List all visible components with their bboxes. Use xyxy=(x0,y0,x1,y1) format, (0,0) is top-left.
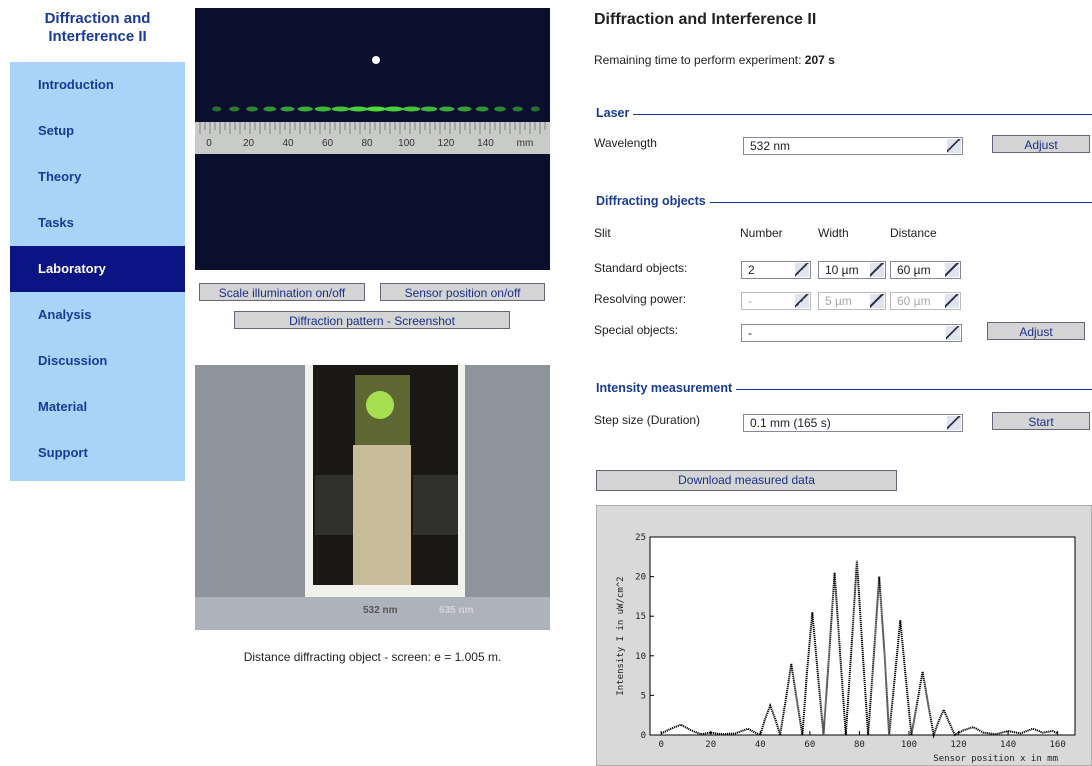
fringe xyxy=(402,106,421,112)
ruler-label: 120 xyxy=(438,138,455,149)
section-legend: Diffracting objects xyxy=(596,194,710,208)
select: 5 µm xyxy=(818,292,886,310)
y-tick-label: 20 xyxy=(635,573,646,583)
fringe xyxy=(280,106,295,112)
remaining-label: Remaining time to perform experiment: xyxy=(594,53,802,67)
x-tick-label: 40 xyxy=(755,740,766,750)
remaining: Remaining time to perform experiment: 20… xyxy=(594,53,835,67)
nav: Introduction Setup Theory Tasks Laboratory An… xyxy=(10,62,185,481)
button[interactable]: Diffraction pattern - Screenshot xyxy=(234,311,510,329)
y-axis-label: Intensity I in uW/cm^2 xyxy=(616,576,626,695)
panel-title: Diffraction and Interference II xyxy=(594,11,817,28)
field-label: Width xyxy=(818,226,849,240)
section-rule xyxy=(600,202,1092,203)
button[interactable]: Adjust xyxy=(992,135,1090,153)
nav-item[interactable]: Discussion xyxy=(38,353,108,368)
fringe xyxy=(314,106,332,112)
select[interactable]: 2 xyxy=(741,261,811,279)
camera-image: 532 nm 635 nm xyxy=(195,365,550,630)
section-rule xyxy=(600,114,1092,115)
caption: Distance diffracting object - screen: e … xyxy=(243,650,502,664)
x-tick-label: 100 xyxy=(901,740,917,750)
fringe xyxy=(494,106,506,112)
button[interactable]: Scale illumination on/off xyxy=(199,283,365,301)
select[interactable]: 0.1 mm (165 s) xyxy=(743,414,963,432)
y-tick-label: 25 xyxy=(635,533,646,543)
nav-item[interactable]: Tasks xyxy=(38,215,74,230)
nav-item[interactable]: Theory xyxy=(38,169,82,184)
y-tick-label: 10 xyxy=(635,652,646,662)
ruler-label: 0 xyxy=(206,138,212,149)
x-tick-label: 0 xyxy=(658,740,663,750)
ruler-label: 100 xyxy=(398,138,415,149)
y-tick-label: 0 xyxy=(641,731,646,741)
fringe xyxy=(263,106,277,112)
field-label: Standard objects: xyxy=(594,261,688,275)
fringe xyxy=(439,106,455,112)
ruler-label: 60 xyxy=(322,138,334,149)
y-tick-label: 5 xyxy=(641,691,646,701)
nav-item[interactable]: Introduction xyxy=(38,77,114,92)
filter-label: 635 nm xyxy=(439,605,474,616)
fringe xyxy=(420,106,438,112)
fringe xyxy=(530,106,540,112)
remaining-value: 207 s xyxy=(804,53,835,67)
nav-item[interactable]: Setup xyxy=(38,123,75,138)
fringe xyxy=(246,106,258,112)
ruler-label: 20 xyxy=(243,138,255,149)
pattern-image: 0 20 40 60 80 100 120 140 mm xyxy=(195,8,550,270)
select: 60 µm xyxy=(890,292,961,310)
button[interactable]: Start xyxy=(992,412,1090,430)
x-tick-label: 120 xyxy=(950,740,966,750)
section-rule xyxy=(600,389,1092,390)
nav-item[interactable]: Support xyxy=(38,445,88,460)
y-tick-label: 15 xyxy=(635,612,646,622)
download-button[interactable]: Download measured data xyxy=(596,470,897,491)
x-axis-label: Sensor position x in mm xyxy=(933,754,1058,764)
button[interactable]: Sensor position on/off xyxy=(380,283,545,301)
select[interactable]: 60 µm xyxy=(890,261,961,279)
fringe xyxy=(348,106,368,112)
filter-label: 532 nm xyxy=(363,605,398,616)
field-label: Resolving power: xyxy=(594,292,687,306)
nav-item[interactable]: Laboratory xyxy=(10,246,185,292)
x-tick-label: 20 xyxy=(705,740,716,750)
button[interactable]: Adjust xyxy=(987,322,1085,340)
field-label: Wavelength xyxy=(594,136,657,150)
field-label: Distance xyxy=(890,226,937,240)
select[interactable]: 10 µm xyxy=(818,261,886,279)
ruler-label: 40 xyxy=(282,138,294,149)
intensity-curve xyxy=(660,560,1059,739)
ruler-label: 80 xyxy=(361,138,373,149)
nav-item[interactable]: Analysis xyxy=(38,307,92,322)
x-tick-label: 140 xyxy=(1000,740,1016,750)
fringe xyxy=(366,106,386,112)
ruler-label: 140 xyxy=(477,138,494,149)
select: - xyxy=(741,292,811,310)
field-label: Step size (Duration) xyxy=(594,413,701,427)
field-label: Slit xyxy=(594,226,611,240)
x-tick-label: 60 xyxy=(804,740,815,750)
fringe xyxy=(331,106,350,112)
nav-item[interactable]: Material xyxy=(38,399,88,414)
fringe xyxy=(384,106,404,112)
select[interactable]: - xyxy=(741,324,962,342)
section-legend: Intensity measurement xyxy=(596,381,737,395)
section-legend: Laser xyxy=(596,106,634,120)
fringe xyxy=(475,106,489,112)
nav-title: Diffraction and Interference II xyxy=(44,10,151,45)
ruler-label: mm xyxy=(517,138,534,149)
fringe xyxy=(297,106,313,112)
fringe xyxy=(512,106,523,112)
field-label: Number xyxy=(740,226,783,240)
fringe xyxy=(229,106,240,112)
x-tick-label: 80 xyxy=(854,740,865,750)
select[interactable]: 532 nm xyxy=(743,137,963,155)
fringe xyxy=(457,106,472,112)
chart: 0 20 40 60 80 100 120 140 160 0 5 10 15 20 25 Sensor po… xyxy=(596,505,1092,766)
field-label: Special objects: xyxy=(594,323,679,337)
fringe xyxy=(212,106,222,112)
x-tick-label: 160 xyxy=(1050,740,1066,750)
